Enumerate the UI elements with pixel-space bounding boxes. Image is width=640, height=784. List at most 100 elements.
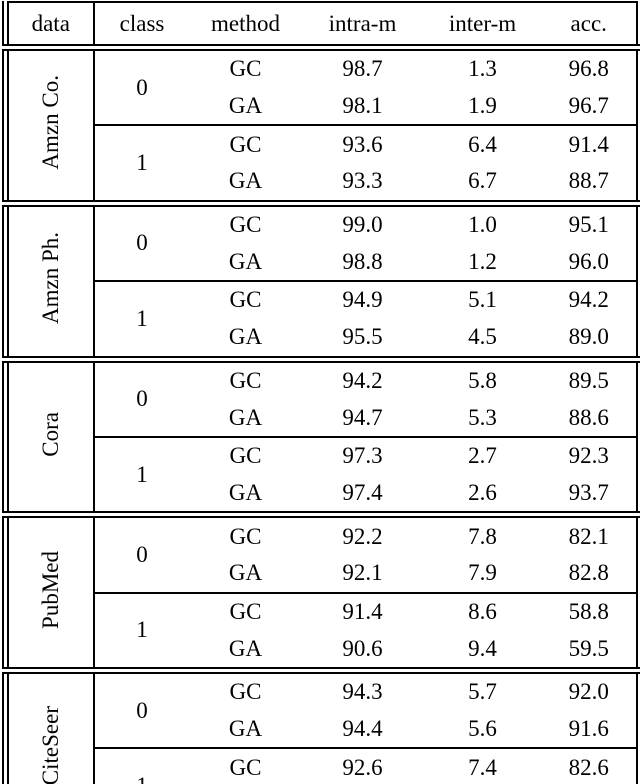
table-row: 1GC92.67.482.6 xyxy=(6,747,640,784)
intra-m-value: 91.4 xyxy=(301,591,424,631)
dataset-label-cell: PubMed xyxy=(5,511,95,671)
method-value: GA xyxy=(228,404,263,430)
inter-m-value: 9.4 xyxy=(468,635,497,661)
method-value: GC xyxy=(189,199,302,244)
inter-m-value: 5.7 xyxy=(423,666,542,711)
table-row: GA 94.4 5.6 91.6 xyxy=(6,711,640,749)
table-row: PubMed 0 GC 92.2 7.8 82.1 xyxy=(5,511,640,671)
header-intra-m: intra-m xyxy=(301,2,424,51)
method-value: GC xyxy=(189,355,302,400)
acc-value: 88.7 xyxy=(568,168,609,194)
inter-m-value: 7.8 xyxy=(423,511,542,555)
dataset-label-cell: CiteSeer xyxy=(5,667,95,784)
table-row: 1 GC 91.4 8.6 58.8 xyxy=(6,591,640,671)
table-row: 1 GC 94.9 5.1 94.2 xyxy=(6,280,640,359)
intra-m-value: 95.5 xyxy=(342,324,383,350)
class-value: 1 xyxy=(93,124,190,204)
table-header: data class method intra-m inter-m acc. xyxy=(5,2,640,51)
acc-value: 82.6 xyxy=(541,747,640,784)
intra-m-value: 94.9 xyxy=(301,280,424,319)
dataset-label: Amzn Co. xyxy=(38,75,64,170)
acc-value: 93.7 xyxy=(568,479,609,505)
inter-m-value: 7.9 xyxy=(468,560,497,586)
method-value: GC xyxy=(189,747,302,784)
method-value: GC xyxy=(189,511,302,555)
class-value: 0 xyxy=(93,44,190,126)
method-value: GA xyxy=(228,168,263,194)
table-row: Amzn Co. 0 GC 98.7 1.3 96.8 xyxy=(5,43,640,204)
class-value: 0 xyxy=(93,511,190,593)
intra-m-value: 98.8 xyxy=(342,248,383,274)
method-value: GC xyxy=(189,435,302,475)
table-row: GA 93.3 6.7 88.7 xyxy=(6,163,640,203)
inter-m-value: 6.7 xyxy=(468,168,497,194)
class-value: 0 xyxy=(93,355,190,437)
acc-value: 59.5 xyxy=(568,635,609,661)
dataset-label: CiteSeer xyxy=(38,705,64,784)
method-value: GA xyxy=(228,324,263,350)
method-value: GA xyxy=(228,93,263,119)
inter-m-value: 6.4 xyxy=(423,124,542,164)
inter-m-value: 2.6 xyxy=(468,479,497,505)
header-row: data class method intra-m inter-m acc. xyxy=(5,2,640,51)
intra-m-value: 90.6 xyxy=(342,635,383,661)
inter-m-value: 5.1 xyxy=(423,280,542,319)
method-value: GA xyxy=(228,560,263,586)
acc-value: 94.2 xyxy=(541,280,640,319)
class-value: 1 xyxy=(93,591,190,671)
dataset-group: Cora 0 GC 94.2 5.8 89.5 GA 94.7 5.3 88.6 1 GC 97.3 2.… xyxy=(5,355,640,515)
intra-m-value: 93.3 xyxy=(342,168,383,194)
intra-m-value: 94.2 xyxy=(301,355,424,400)
intra-m-value: 99.0 xyxy=(301,199,424,244)
intra-m-value: 92.1 xyxy=(342,560,383,586)
inter-m-value: 4.5 xyxy=(468,324,497,350)
table-row: 1 GC 93.6 6.4 91.4 xyxy=(6,124,640,204)
intra-m-value: 98.7 xyxy=(301,43,424,88)
table-row: CiteSeer 0 GC 94.3 5.7 92.0 xyxy=(5,666,640,784)
dataset-group: PubMed 0 GC 92.2 7.8 82.1 GA 92.1 7.9 82.8 1 GC 91.4… xyxy=(5,511,640,671)
dataset-group: Amzn Co. 0 GC 98.7 1.3 96.8 GA 98.1 1.9 96.7 1 GC 93… xyxy=(5,43,640,204)
dataset-label: PubMed xyxy=(38,550,64,629)
method-value: GC xyxy=(189,43,302,88)
table-row: Cora 0 GC 94.2 5.8 89.5 xyxy=(5,355,640,515)
header-method: method xyxy=(189,2,302,51)
acc-value: 82.1 xyxy=(541,511,640,555)
class-value: 0 xyxy=(93,667,190,749)
method-value: GC xyxy=(189,280,302,319)
method-value: GA xyxy=(228,716,263,742)
inter-m-value: 7.4 xyxy=(423,747,542,784)
acc-value: 96.0 xyxy=(568,248,609,274)
intra-m-value: 97.4 xyxy=(342,479,383,505)
inter-m-value: 2.7 xyxy=(423,435,542,475)
table-row: GA 94.7 5.3 88.6 xyxy=(6,399,640,437)
method-value: GA xyxy=(228,248,263,274)
acc-value: 96.8 xyxy=(541,43,640,88)
header-class: class xyxy=(93,2,190,51)
inter-m-value: 8.6 xyxy=(423,591,542,631)
intra-m-value: 94.4 xyxy=(342,716,383,742)
header-acc: acc. xyxy=(541,2,640,51)
table-row: GA 90.6 9.4 59.5 xyxy=(6,630,640,670)
intra-m-value: 92.2 xyxy=(301,511,424,555)
table-row: GA 97.4 2.6 93.7 xyxy=(6,475,640,515)
table-row: GA 98.1 1.9 96.7 xyxy=(6,88,640,126)
inter-m-value: 1.3 xyxy=(423,43,542,88)
method-value: GA xyxy=(228,635,263,661)
intra-m-value: 97.3 xyxy=(301,435,424,475)
intra-m-value: 98.1 xyxy=(342,93,383,119)
dataset-label: Amzn Ph. xyxy=(38,232,64,325)
dataset-label-cell: Cora xyxy=(5,355,95,515)
acc-value: 91.6 xyxy=(568,716,609,742)
intra-m-value: 92.6 xyxy=(301,747,424,784)
acc-value: 92.3 xyxy=(541,435,640,475)
acc-value: 96.7 xyxy=(568,93,609,119)
intra-m-value: 94.3 xyxy=(301,666,424,711)
dataset-label: Cora xyxy=(38,411,64,457)
acc-value: 58.8 xyxy=(541,591,640,631)
acc-value: 92.0 xyxy=(541,666,640,711)
acc-value: 89.0 xyxy=(568,324,609,350)
class-value: 1 xyxy=(93,747,190,784)
intra-m-value: 93.6 xyxy=(301,124,424,164)
acc-value: 95.1 xyxy=(541,199,640,244)
table-row: GA 98.8 1.2 96.0 xyxy=(6,243,640,281)
